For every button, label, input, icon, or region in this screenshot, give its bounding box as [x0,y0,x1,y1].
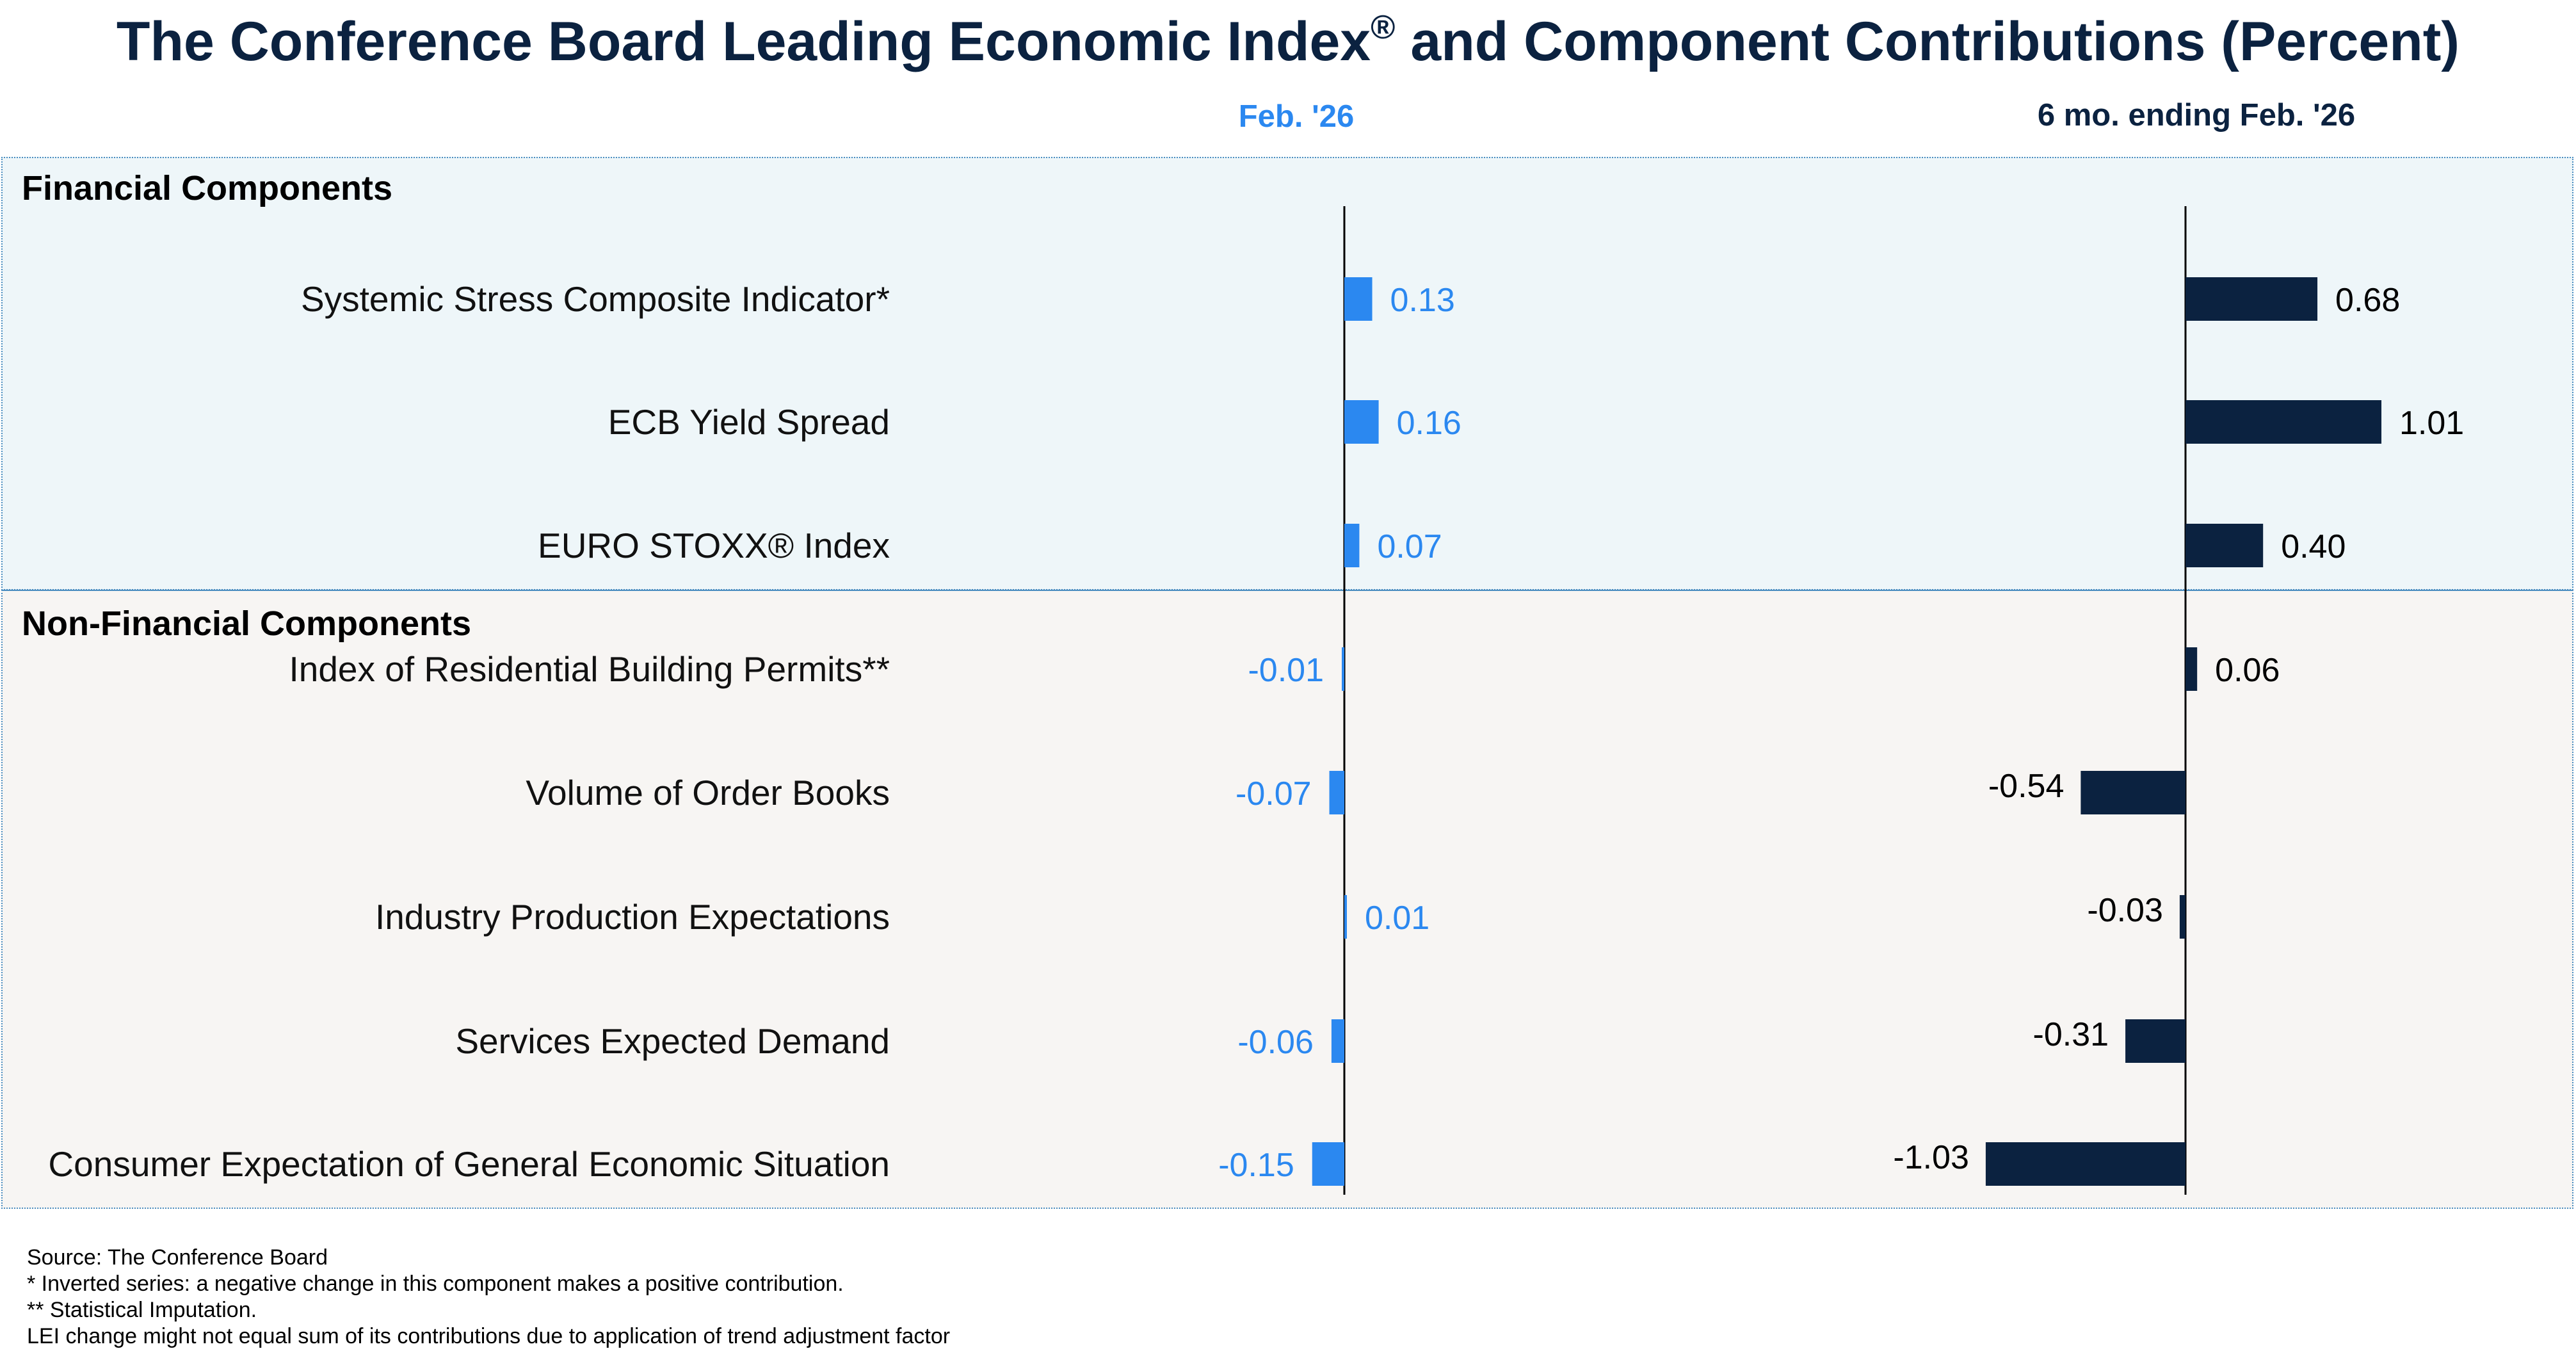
row-label: ECB Yield Spread [608,402,890,442]
value-label: 0.01 [1365,900,1429,937]
bar [1331,1019,1344,1063]
bar [2081,771,2186,814]
bar [2186,524,2264,567]
row-label: Services Expected Demand [455,1021,890,1061]
bar [2125,1019,2186,1063]
value-label: -0.54 [1988,768,2065,805]
bar [1344,524,1360,567]
row-label: Consumer Expectation of General Economic… [48,1144,890,1184]
bar [2186,647,2198,691]
non-financial-components-panel [1,590,2573,1209]
value-label: -0.06 [1237,1024,1314,1061]
value-label: 0.06 [2215,652,2280,689]
chart-title: The Conference Board Leading Economic In… [116,9,2460,72]
bar [1342,647,1344,691]
financial-components-heading: Financial Components [22,169,393,207]
bar [1312,1142,1344,1186]
bar [2179,895,2186,939]
value-label: 0.16 [1397,405,1461,442]
financial-components-panel [1,157,2573,590]
row-label: Systemic Stress Composite Indicator* [300,279,890,319]
value-label: -0.31 [2033,1016,2109,1053]
value-label: 0.07 [1377,528,1442,565]
row-label: Volume of Order Books [526,773,890,812]
bar [1344,277,1373,321]
footnote-inverted-series: * Inverted series: a negative change in … [27,1272,844,1296]
footnotes: Source: The Conference Board * Inverted … [27,1245,950,1350]
value-label: 0.13 [1390,282,1455,319]
value-label: -0.07 [1236,775,1312,812]
value-label: -0.03 [2087,892,2163,929]
footnote-source: Source: The Conference Board [27,1245,328,1270]
bar [2186,277,2318,321]
footnote-trend-adjustment: LEI change might not equal sum of its co… [27,1324,951,1348]
footnote-imputation: ** Statistical Imputation. [27,1298,257,1322]
value-label: 0.40 [2281,528,2346,565]
column-header-feb-26: Feb. '26 [1238,99,1355,134]
value-label: -0.01 [1248,652,1324,689]
value-label: -1.03 [1893,1139,1969,1176]
value-label: -0.15 [1218,1147,1294,1184]
row-label: EURO STOXX® Index [538,526,890,565]
registered-mark: ® [1371,9,1396,46]
bar [1344,895,1347,939]
value-label: 0.68 [2335,282,2400,319]
bar [1344,400,1379,444]
bar [1985,1142,2186,1186]
row-label: Industry Production Expectations [374,897,890,937]
bar [2186,400,2382,444]
row-label: Index of Residential Building Permits** [289,649,890,689]
value-label: 1.01 [2399,405,2464,442]
non-financial-components-heading: Non-Financial Components [22,604,471,643]
bar [1329,771,1344,814]
column-header-6-month: 6 mo. ending Feb. '26 [2037,98,2356,133]
